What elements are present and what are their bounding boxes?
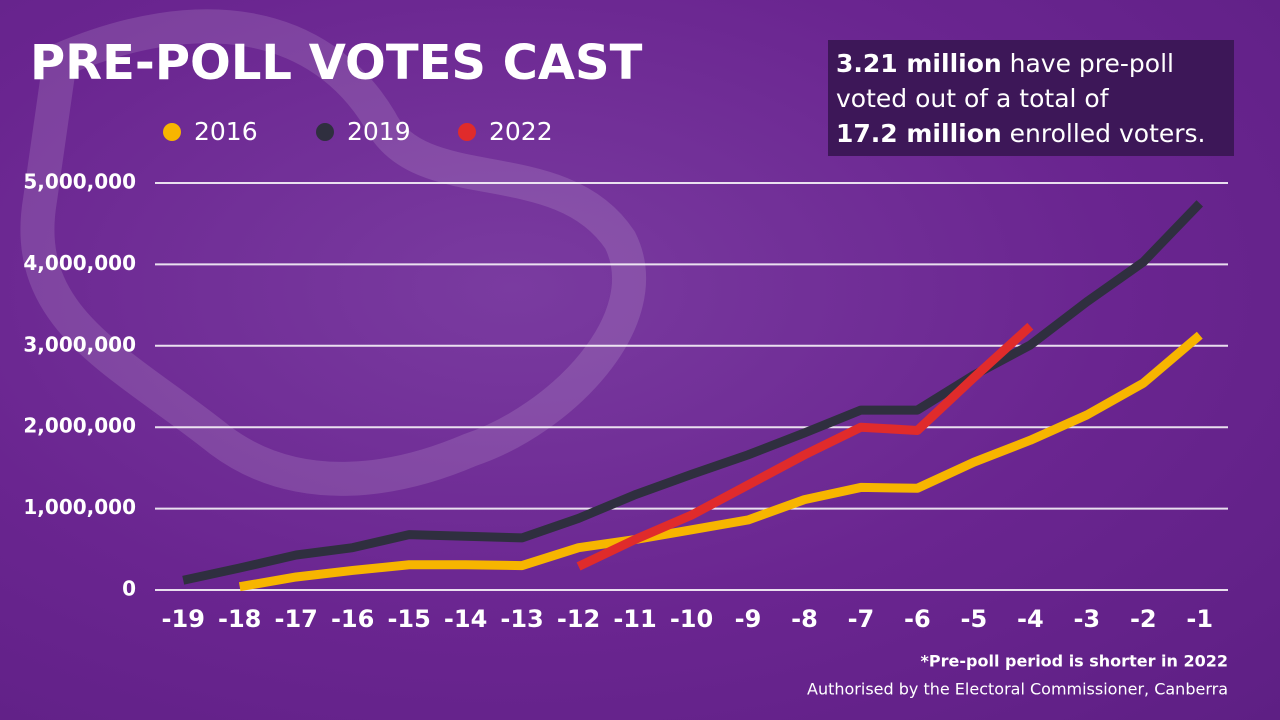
x-tick-label: -7 bbox=[848, 605, 875, 633]
x-tick-label: -16 bbox=[331, 605, 374, 633]
legend-marker bbox=[316, 123, 334, 141]
x-tick-label: -18 bbox=[218, 605, 261, 633]
footnote: *Pre-poll period is shorter in 2022 bbox=[921, 652, 1228, 671]
x-tick-label: -14 bbox=[444, 605, 487, 633]
annotation-text: voted out of a total of bbox=[836, 84, 1109, 113]
annotation-line: voted out of a total of bbox=[836, 81, 1226, 116]
annotation-text: enrolled voters. bbox=[1001, 119, 1206, 148]
y-tick-label: 3,000,000 bbox=[23, 332, 136, 356]
series-line bbox=[238, 331, 1203, 592]
chart-title: PRE-POLL VOTES CAST bbox=[30, 35, 643, 91]
x-tick-label: -17 bbox=[275, 605, 318, 633]
x-tick-label: -12 bbox=[557, 605, 600, 633]
annotation-bold: 17.2 million bbox=[836, 119, 1002, 148]
y-tick-label: 2,000,000 bbox=[23, 414, 136, 438]
annotation-box: 3.21 million have pre-poll voted out of … bbox=[828, 40, 1234, 156]
legend-label: 2016 bbox=[194, 117, 258, 146]
x-tick-label: -2 bbox=[1130, 605, 1157, 633]
legend-marker bbox=[458, 123, 476, 141]
x-tick-label: -15 bbox=[387, 605, 430, 633]
x-tick-label: -3 bbox=[1073, 605, 1100, 633]
legend-marker bbox=[163, 123, 181, 141]
y-tick-label: 5,000,000 bbox=[23, 170, 136, 194]
legend-label: 2019 bbox=[347, 117, 411, 146]
x-tick-label: -11 bbox=[613, 605, 656, 633]
x-tick-label: -19 bbox=[162, 605, 205, 633]
y-tick-label: 1,000,000 bbox=[23, 495, 136, 519]
x-tick-label: -9 bbox=[735, 605, 762, 633]
annotation-bold: 3.21 million bbox=[836, 49, 1002, 78]
x-tick-label: -5 bbox=[961, 605, 988, 633]
series-line bbox=[182, 200, 1204, 585]
x-tick-label: -1 bbox=[1186, 605, 1213, 633]
y-tick-label: 0 bbox=[122, 577, 136, 601]
credit: Authorised by the Electoral Commissioner… bbox=[807, 680, 1228, 699]
x-tick-label: -4 bbox=[1017, 605, 1044, 633]
x-tick-label: -8 bbox=[791, 605, 818, 633]
annotation-text: have pre-poll bbox=[1001, 49, 1174, 78]
annotation-line: 17.2 million enrolled voters. bbox=[836, 116, 1226, 151]
series-line bbox=[576, 322, 1034, 571]
x-tick-label: -6 bbox=[904, 605, 931, 633]
x-tick-label: -10 bbox=[670, 605, 713, 633]
background-map bbox=[20, 9, 647, 496]
x-tick-label: -13 bbox=[500, 605, 543, 633]
legend-label: 2022 bbox=[489, 117, 553, 146]
y-tick-label: 4,000,000 bbox=[23, 251, 136, 275]
annotation-line: 3.21 million have pre-poll bbox=[836, 46, 1226, 81]
